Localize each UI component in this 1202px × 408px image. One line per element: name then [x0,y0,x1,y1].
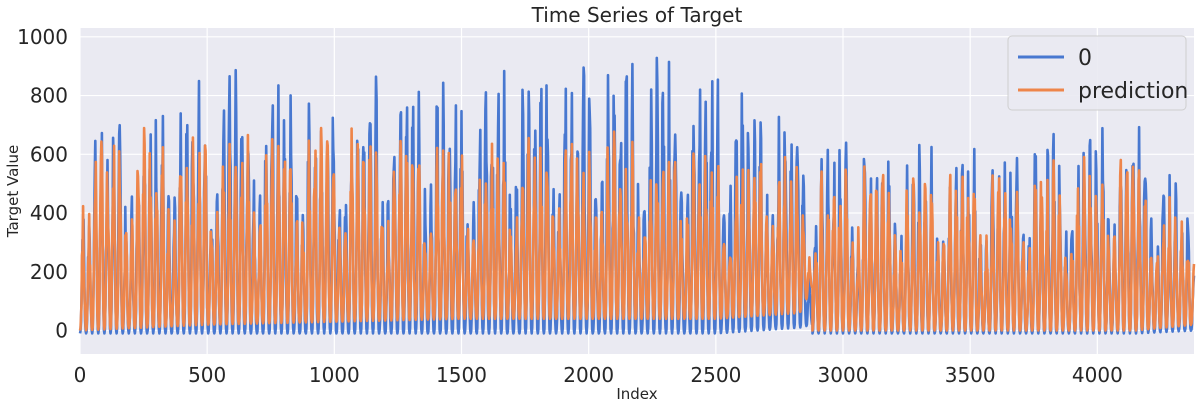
y-tick-label: 400 [30,201,68,225]
series-line-prediction [78,126,1196,332]
x-axis-ticks: 0 500 1000 1500 2000 2500 3000 3500 4000 [74,363,1123,387]
legend: 0 prediction [1007,35,1188,111]
x-tick-label: 4000 [1072,363,1123,387]
x-tick-label: 0 [74,363,87,387]
x-tick-label: 1500 [436,363,487,387]
y-tick-label: 1000 [17,25,68,49]
series-layer [78,56,1196,335]
x-tick-label: 3500 [945,363,996,387]
x-tick-label: 500 [188,363,226,387]
y-tick-label: 0 [55,319,68,343]
x-tick-label: 3000 [818,363,869,387]
legend-label-0: 0 [1078,46,1092,71]
x-tick-label: 2000 [563,363,614,387]
y-axis-label: Target Value [4,145,22,238]
x-axis-label: Index [616,385,657,403]
y-tick-label: 600 [30,142,68,166]
y-tick-label: 800 [30,84,68,108]
chart-title: Time Series of Target [531,3,743,27]
y-axis-ticks: 0 200 400 600 800 1000 [17,25,68,343]
y-tick-label: 200 [30,260,68,284]
legend-label-prediction: prediction [1078,79,1188,104]
x-tick-label: 2500 [690,363,741,387]
x-tick-label: 1000 [309,363,360,387]
